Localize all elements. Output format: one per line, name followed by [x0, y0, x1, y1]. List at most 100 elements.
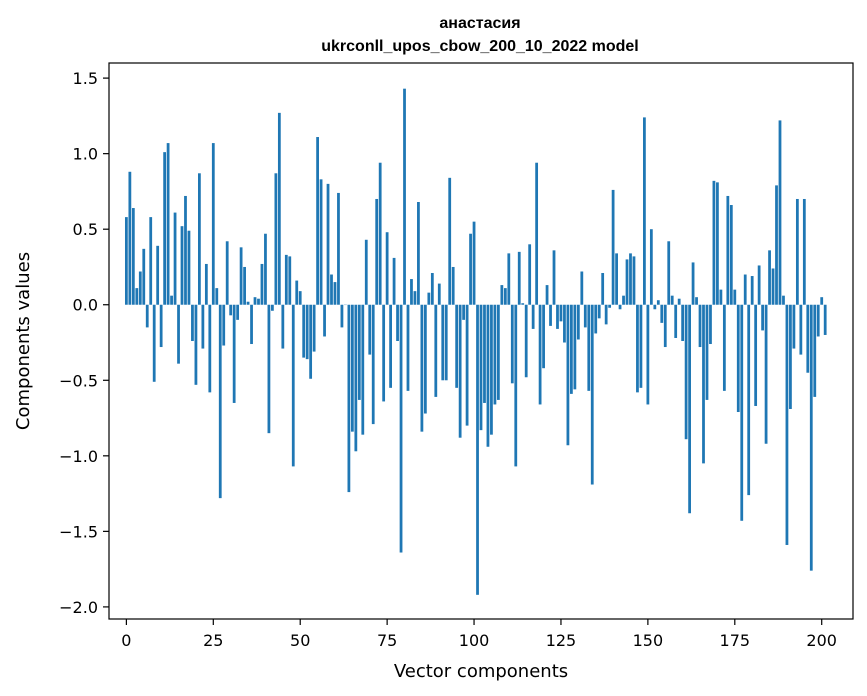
bar-65: [350, 304, 354, 432]
bar-89: [434, 304, 438, 397]
bar-191: [789, 304, 792, 409]
bar-138: [604, 304, 608, 325]
x-tick-label: 100: [459, 631, 490, 650]
bar-129: [573, 304, 577, 390]
bar-87: [427, 292, 431, 305]
bar-152: [653, 304, 657, 310]
y-tick-label: 0.0: [73, 296, 98, 315]
bar-128: [570, 304, 573, 394]
y-tick-label: 0.5: [73, 220, 98, 239]
bar-132: [583, 304, 587, 328]
bar-7: [149, 217, 153, 305]
bar-18: [187, 230, 191, 305]
bar-80: [403, 88, 406, 305]
bar-117: [531, 304, 535, 329]
bar-64: [347, 304, 351, 493]
bar-84: [417, 202, 420, 305]
bar-38: [257, 298, 260, 305]
bar-62: [340, 304, 344, 328]
bar-121: [545, 285, 549, 305]
bar-108: [500, 285, 504, 305]
bar-164: [695, 297, 698, 305]
bar-114: [521, 303, 525, 305]
bar-110: [507, 253, 511, 305]
bar-151: [649, 229, 653, 305]
bar-61: [337, 192, 340, 305]
bar-16: [180, 226, 184, 305]
bar-90: [437, 283, 441, 305]
bar-59: [330, 274, 333, 305]
bar-193: [795, 198, 799, 305]
bar-99: [469, 233, 472, 305]
bar-74: [382, 304, 386, 402]
bar-104: [486, 304, 490, 447]
bar-21: [198, 173, 201, 305]
bar-70: [368, 304, 372, 355]
bar-15: [177, 304, 180, 364]
bar-190: [785, 304, 789, 545]
bar-149: [643, 117, 646, 305]
x-tick-label: 125: [546, 631, 577, 650]
bar-91: [441, 304, 445, 381]
bar-0: [124, 217, 128, 305]
bar-155: [663, 304, 667, 348]
bar-112: [514, 304, 518, 467]
bar-200: [820, 297, 824, 305]
bar-17: [184, 195, 187, 305]
bar-58: [326, 183, 330, 305]
bar-31: [232, 304, 236, 403]
bar-40: [264, 233, 267, 305]
x-tick-label: 175: [720, 631, 751, 650]
bar-150: [646, 304, 650, 405]
bar-66: [354, 304, 358, 452]
y-tick-label: −1.0: [59, 447, 98, 466]
bar-9: [156, 245, 160, 305]
bar-92: [444, 304, 448, 381]
bar-196: [806, 304, 810, 373]
bar-170: [716, 182, 719, 305]
bar-57: [323, 304, 326, 337]
bar-122: [549, 304, 552, 326]
bar-102: [479, 304, 483, 431]
bar-52: [305, 304, 309, 360]
chart-title-line2: ukrconll_upos_cbow_200_10_2022 model: [321, 38, 638, 55]
bar-198: [813, 304, 817, 397]
bar-34: [243, 266, 246, 305]
bar-175: [733, 289, 737, 305]
bar-144: [625, 259, 629, 305]
bar-94: [451, 266, 455, 305]
bar-85: [420, 304, 424, 432]
bar-24: [208, 304, 212, 393]
bar-174: [729, 205, 733, 305]
bar-189: [782, 295, 785, 305]
bar-168: [709, 304, 712, 345]
bar-79: [399, 304, 403, 553]
bar-95: [455, 304, 459, 388]
bar-106: [493, 304, 497, 405]
bar-51: [302, 304, 306, 358]
bar-187: [775, 185, 778, 305]
bar-60: [333, 282, 337, 305]
bar-197: [809, 304, 813, 571]
bar-194: [799, 304, 803, 355]
bar-137: [601, 273, 605, 305]
bar-111: [510, 304, 514, 384]
bar-44: [277, 112, 281, 305]
bar-153: [656, 300, 660, 305]
bar-195: [802, 198, 806, 305]
x-tick-label: 150: [633, 631, 664, 650]
bar-116: [528, 244, 532, 305]
bar-147: [636, 304, 639, 393]
bar-73: [378, 162, 382, 305]
bar-173: [726, 195, 730, 305]
bar-158: [674, 304, 678, 338]
bar-181: [754, 304, 758, 406]
bar-96: [458, 304, 462, 438]
bar-172: [722, 304, 726, 391]
bar-107: [496, 304, 500, 400]
bar-11: [163, 152, 167, 305]
bar-36: [250, 304, 253, 345]
bar-199: [816, 304, 820, 337]
bar-186: [771, 268, 775, 305]
bar-124: [556, 304, 559, 329]
